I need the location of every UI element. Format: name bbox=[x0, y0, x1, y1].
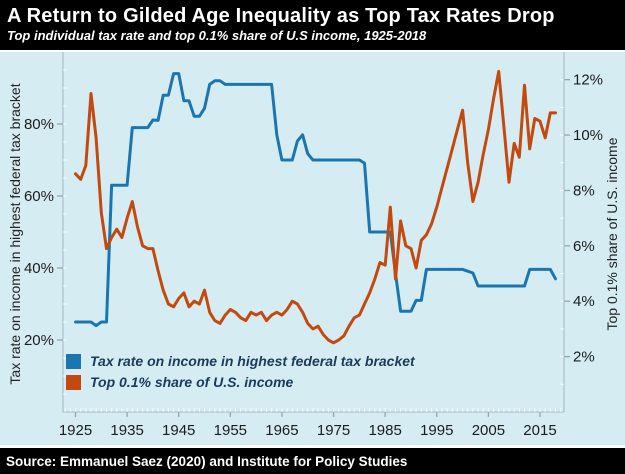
x-tick-label: 1975 bbox=[317, 422, 350, 439]
right-tick-label: 6% bbox=[573, 238, 595, 255]
x-tick-label: 2005 bbox=[472, 422, 505, 439]
legend-swatch-orange bbox=[66, 374, 81, 390]
legend: Tax rate on income in highest federal ta… bbox=[66, 353, 415, 395]
left-axis-title: Tax rate on income in highest federal ta… bbox=[7, 83, 23, 385]
legend-item-income-share: Top 0.1% share of U.S. income bbox=[66, 374, 415, 390]
right-tick-label: 4% bbox=[573, 293, 595, 310]
legend-label: Top 0.1% share of U.S. income bbox=[90, 374, 294, 390]
legend-swatch-blue bbox=[66, 353, 81, 369]
right-tick-label: 12% bbox=[573, 72, 603, 89]
dual-axis-line-chart: 1925 1935 1945 1955 1965 1975 1985 1995 2005 2015… bbox=[24, 52, 603, 439]
tax-rate-line bbox=[74, 72, 557, 328]
x-tick-label: 1965 bbox=[265, 422, 298, 439]
legend-item-tax-rate: Tax rate on income in highest federal ta… bbox=[66, 353, 415, 369]
right-tick-label: 8% bbox=[573, 182, 595, 199]
x-tick-label: 1995 bbox=[420, 422, 453, 439]
right-tick-label: 2% bbox=[573, 349, 595, 366]
chart-subtitle: Top individual tax rate and top 0.1% sha… bbox=[7, 28, 427, 43]
left-tick-label: 60% bbox=[24, 188, 54, 205]
x-tick-label: 1945 bbox=[162, 422, 195, 439]
source-bar: Source: Emmanuel Saez (2020) and Institu… bbox=[0, 448, 625, 474]
right-axis-title: Top 0.1% share of U.S. income bbox=[604, 137, 620, 331]
x-tick-label: 1985 bbox=[368, 422, 401, 439]
plot-panel: 1925 1935 1945 1955 1965 1975 1985 1995 2005 2015… bbox=[0, 52, 625, 445]
legend-label: Tax rate on income in highest federal ta… bbox=[90, 353, 415, 369]
left-tick-label: 20% bbox=[24, 332, 54, 349]
left-tick-label: 40% bbox=[24, 260, 54, 277]
income-share-line bbox=[74, 69, 557, 345]
x-tick-label: 1935 bbox=[110, 422, 143, 439]
x-tick-label: 1925 bbox=[59, 422, 92, 439]
chart-header: A Return to Gilded Age Inequality as Top… bbox=[0, 0, 625, 50]
source-text: Source: Emmanuel Saez (2020) and Institu… bbox=[6, 453, 408, 469]
left-tick-label: 80% bbox=[24, 116, 54, 133]
x-tick-label: 1955 bbox=[214, 422, 247, 439]
chart-title: A Return to Gilded Age Inequality as Top… bbox=[7, 5, 555, 27]
x-tick-label: 2015 bbox=[523, 422, 556, 439]
right-tick-label: 10% bbox=[573, 127, 603, 144]
